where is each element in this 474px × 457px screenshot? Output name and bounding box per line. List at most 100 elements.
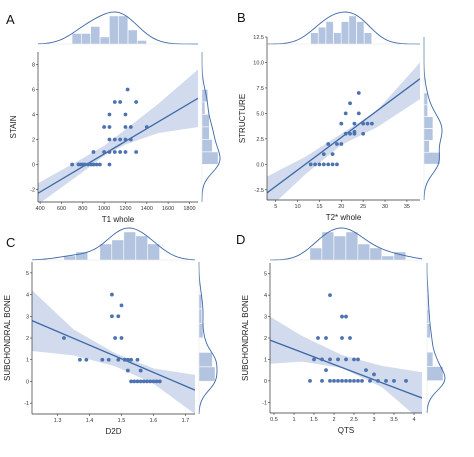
y-marginal-bar — [198, 352, 213, 367]
x-tick-label: 1200 — [119, 206, 131, 212]
data-point — [138, 368, 143, 373]
y-axis-label: SUBCHONDRAL BONE — [241, 295, 250, 381]
data-point — [370, 121, 374, 126]
data-point — [106, 357, 111, 362]
y-tick-label: 6 — [32, 88, 35, 94]
x-marginal-bar — [81, 33, 91, 45]
x-marginal-bar — [71, 33, 82, 45]
panel-label: A — [6, 12, 15, 27]
x-marginal-kde — [266, 11, 421, 45]
y-tick-label: 8 — [32, 63, 35, 69]
panel-b: 5 10 15 20 25 30 35 -2.5 0.0 2.5 5.0 7.5 10.0 12.5 T2*… — [237, 10, 443, 222]
x-axis-label: T2* whole — [326, 213, 362, 222]
y-tick-label: -2 — [30, 188, 35, 194]
data-point — [118, 150, 123, 154]
y-axis-label: STRUCTURE — [238, 94, 247, 143]
data-point — [62, 336, 66, 340]
data-point — [128, 125, 133, 129]
data-point — [343, 111, 348, 116]
data-point — [123, 112, 128, 117]
x-tick-label: 20 — [338, 204, 344, 210]
y-tick-label: 2.5 — [256, 137, 264, 143]
y-marginal-kde — [201, 51, 221, 203]
y-tick-label: 5 — [26, 271, 29, 277]
regression-line — [267, 78, 420, 194]
data-point — [361, 121, 366, 126]
data-point — [113, 336, 117, 340]
confidence-band — [32, 290, 195, 414]
data-point — [364, 368, 368, 373]
y-tick-label: 12.5 — [253, 35, 264, 41]
x-marginal-bar — [309, 247, 322, 261]
data-point — [138, 379, 143, 384]
x-marginal-bar — [118, 15, 129, 45]
x-axis-label: T1 whole — [102, 215, 135, 224]
data-point — [317, 162, 322, 167]
x-tick-label: 1800 — [183, 206, 195, 212]
x-marginal-bar — [341, 21, 349, 45]
x-tick-label: 25 — [360, 204, 366, 210]
x-tick-label: 400 — [36, 206, 45, 212]
data-point — [125, 357, 130, 362]
x-marginal-bar — [147, 243, 160, 261]
data-point — [328, 293, 332, 298]
x-marginal-bar — [123, 231, 136, 261]
x-marginal-bar — [90, 26, 101, 45]
data-point — [128, 137, 133, 142]
data-point — [324, 368, 328, 373]
x-marginal-bar — [321, 231, 334, 261]
data-point — [135, 357, 140, 362]
data-point — [316, 336, 320, 340]
x-marginal-bar — [333, 32, 342, 45]
x-tick-label: 600 — [57, 206, 66, 212]
x-marginal-bar — [109, 15, 119, 45]
y-axis-label: SUBCHONDRAL BONE — [3, 295, 12, 381]
data-point — [86, 162, 91, 167]
data-point — [344, 357, 348, 362]
x-tick-label: 1.7 — [182, 418, 190, 424]
x-marginal-kde — [37, 11, 199, 45]
data-point — [344, 314, 348, 319]
data-point — [83, 162, 87, 167]
panel-c: 1.3 1.4 1.5 1.6 1.7 -1 0 1 2 3 4 5 D2D SUBCHONDRAL BO… — [3, 227, 218, 436]
data-point — [107, 137, 112, 142]
data-point — [376, 378, 380, 383]
data-point — [361, 131, 366, 136]
x-marginal-bar — [135, 235, 148, 261]
data-point — [336, 357, 340, 362]
y-tick-label: 3 — [264, 315, 267, 321]
data-point — [352, 378, 356, 383]
x-marginal-bar — [318, 27, 326, 45]
data-point — [320, 378, 324, 383]
data-point — [116, 357, 121, 362]
y-tick-label: 2 — [32, 138, 35, 144]
x-marginal-bar — [333, 235, 346, 261]
y-tick-label: 5.0 — [256, 111, 264, 117]
x-marginal-bar — [381, 255, 394, 261]
x-tick-label: 2 — [332, 417, 335, 423]
x-marginal-bar — [137, 40, 147, 45]
y-tick-label: 4 — [264, 293, 267, 299]
y-marginal-bar — [423, 92, 428, 105]
data-point — [336, 378, 340, 383]
y-marginal-bar — [198, 366, 216, 382]
panel-a: 400 600 800 1000 1200 1400 1600 1800 -2 0 2 4 6 8 T1 w… — [6, 11, 221, 224]
data-point — [132, 379, 137, 384]
y-tick-label: 3 — [26, 314, 29, 320]
data-point — [356, 378, 360, 383]
data-point — [119, 303, 124, 308]
confidence-band — [38, 69, 198, 202]
panel-label: D — [236, 232, 245, 247]
y-tick-label: 5 — [264, 272, 267, 278]
data-point — [312, 357, 316, 362]
data-point — [332, 378, 336, 383]
y-marginal-bar — [201, 139, 213, 152]
y-marginal-bar — [423, 152, 441, 165]
data-point — [320, 357, 324, 362]
data-point — [340, 378, 344, 383]
y-tick-label: 4 — [32, 113, 35, 119]
data-point — [91, 150, 96, 154]
data-point — [119, 336, 124, 340]
y-tick-label: 1 — [264, 357, 267, 363]
